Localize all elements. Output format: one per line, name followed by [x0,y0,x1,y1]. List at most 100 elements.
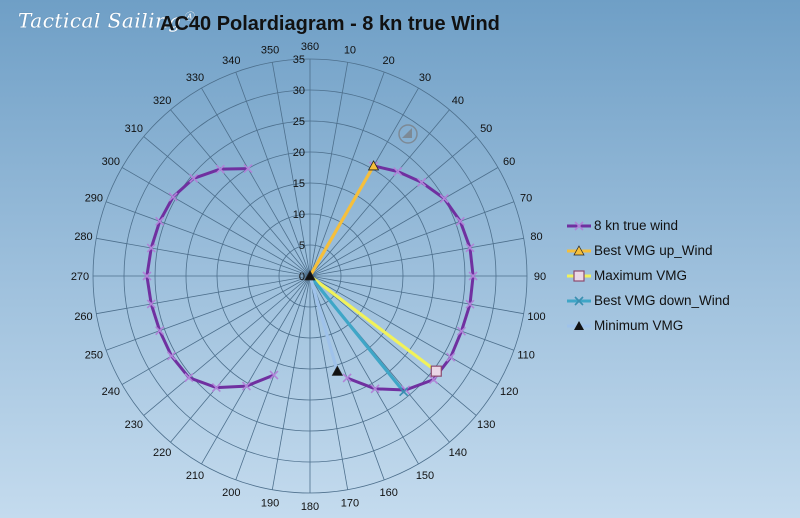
legend-label: 8 kn true wind [594,218,679,233]
angle-tick-label: 190 [261,498,279,510]
grid-spoke-50 [309,136,477,277]
data-point-marker [155,216,165,226]
radius-tick-label: 15 [293,178,305,190]
grid-spoke-350 [271,62,311,277]
angle-tick-label: 210 [186,470,204,482]
angle-tick-label: 30 [419,72,431,84]
polar-grid [92,58,528,494]
legend-label: Maximum VMG [594,268,688,283]
angle-tick-label: 70 [520,192,532,204]
grid-spoke-340 [235,71,311,277]
angle-tick-label: 310 [125,123,143,135]
grid-spoke-100 [309,275,524,315]
radius-tick-label: 20 [293,147,305,159]
legend-item: Best VMG up_Wind [566,238,766,263]
legend-swatch [567,244,591,255]
legend-swatch [567,320,591,330]
boat-icon-layer [398,124,418,144]
legend-item: Best VMG down_Wind [566,288,766,313]
grid-spoke-290 [105,201,311,277]
radius-tick-label: 0 [299,271,305,283]
grid-spoke-20 [309,71,385,277]
legend-item: Maximum VMG [566,263,766,288]
sailboat-icon [398,124,418,144]
min-vmg-marker [331,365,344,376]
data-point-marker [142,271,152,281]
grid-spoke-130 [309,275,477,416]
angle-tick-label: 60 [503,156,515,168]
grid-spoke-260 [96,275,311,315]
max-vmg-marker [430,365,442,377]
data-point-marker [241,381,252,391]
angle-tick-labels: 360 1020304050607080901001101201301401501… [71,41,546,513]
data-point-marker [211,383,221,393]
angle-tick-label: 300 [102,156,120,168]
angle-tick-label: 100 [527,311,545,323]
angle-tick-label: 120 [500,386,518,398]
grid-spoke-60 [309,167,499,277]
data-point-marker [146,299,156,309]
data-point-marker [455,216,465,226]
legend-label: Minimum VMG [594,318,684,333]
data-point-marker [468,271,478,281]
grid-spoke-110 [309,275,515,351]
legend-swatch [567,295,591,306]
angle-tick-label: 360 [301,41,319,53]
origin-marker [304,270,316,281]
angle-tick-label: 130 [477,419,495,431]
legend-item: 8 kn true wind [566,213,766,238]
data-point-marker [146,243,156,253]
angle-tick-label: 170 [341,498,359,510]
angle-tick-label: 270 [71,271,89,283]
grid-spoke-200 [235,275,311,481]
data-point-marker [465,299,475,309]
data-point-marker [393,166,403,177]
vector-line-2 [308,274,438,373]
angle-tick-label: 200 [222,487,240,499]
downwind-vmg-marker [399,387,409,397]
data-markers [142,160,478,397]
radius-tick-labels: 0 5 10 15 20 25 30 35 [293,54,305,283]
legend-swatch [567,220,591,231]
data-point-marker [243,164,253,174]
angle-tick-label: 250 [85,350,103,362]
grid-spoke-310 [143,136,311,277]
grid-spoke-80 [309,237,524,277]
angle-tick-label: 320 [153,95,171,107]
angle-tick-label: 240 [102,386,120,398]
chart-title: AC40 Polardiagram - 8 kn true Wind [160,13,500,35]
logo-text: Tactical Sailing [18,8,182,33]
grid-spoke-320 [170,109,311,277]
data-point-marker [428,375,439,385]
angle-tick-label: 80 [530,231,542,243]
angle-tick-label: 180 [301,501,319,513]
data-point-marker [456,326,467,336]
legend-label: Best VMG down_Wind [594,293,730,308]
grid-spoke-120 [309,275,499,385]
legend-label: Best VMG up_Wind [594,243,713,258]
data-point-marker [166,351,177,361]
angle-tick-label: 290 [85,192,103,204]
angle-tick-label: 230 [125,419,143,431]
radius-tick-label: 30 [293,85,305,97]
legend: 8 kn true wind Best VMG up_Wind Maximum VM… [566,213,766,338]
data-point-marker [370,384,380,394]
grid-spoke-230 [143,275,311,416]
angle-tick-label: 50 [480,123,492,135]
sailboat-icon: Ⓐ [183,12,195,23]
brand-logo: Tactical Sailing Ⓐ [18,8,194,33]
radius-tick-label: 5 [299,240,305,252]
grid-spoke-70 [309,201,515,277]
grid-spoke-10 [309,62,349,277]
legend-swatch [567,269,591,282]
angle-tick-label: 220 [153,447,171,459]
grid-spoke-210 [201,275,311,465]
grid-spoke-170 [309,275,349,490]
data-point-marker [439,193,449,204]
angle-tick-label: 40 [452,95,464,107]
grid-spoke-330 [201,87,311,277]
grid-spoke-300 [121,167,311,277]
radius-tick-label: 35 [293,54,305,66]
